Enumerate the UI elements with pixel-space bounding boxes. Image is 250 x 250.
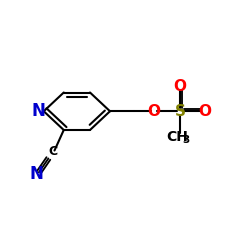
Text: O: O <box>174 79 186 94</box>
Text: N: N <box>29 165 43 183</box>
Text: 3: 3 <box>182 135 190 145</box>
Text: N: N <box>31 102 45 120</box>
Text: C: C <box>48 145 57 158</box>
Text: O: O <box>147 104 160 119</box>
Text: CH: CH <box>166 130 188 144</box>
Text: O: O <box>198 104 211 119</box>
Text: S: S <box>174 104 186 119</box>
